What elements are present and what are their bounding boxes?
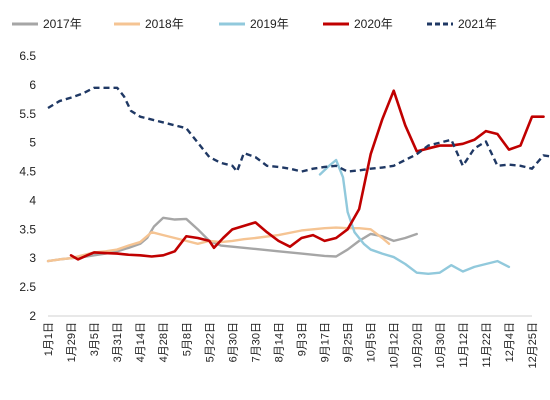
x-tick-label: 11月22日: [481, 322, 493, 368]
x-tick-label: 10月20日: [412, 322, 424, 368]
x-tick-label: 9月17日: [320, 322, 332, 362]
x-tick-label: 9月25日: [343, 322, 355, 362]
legend-item: 2018年: [114, 17, 184, 31]
x-tick-label: 4月14日: [135, 322, 147, 362]
series-line-2020: [69, 89, 545, 261]
y-tick-label: 2.5: [19, 280, 36, 294]
x-tick-label: 3月31日: [112, 322, 124, 362]
y-tick-label: 3.5: [19, 222, 36, 236]
legend-item: 2019年: [219, 17, 289, 31]
series-lines: [46, 86, 550, 276]
x-tick-label: 3月5日: [89, 322, 101, 356]
y-tick-label: 3: [29, 251, 36, 265]
x-tick-label: 10月30日: [435, 322, 447, 368]
x-tick-label: 7月30日: [250, 322, 262, 362]
x-tick-label: 8月14日: [273, 322, 285, 362]
x-tick-label: 5月22日: [204, 322, 216, 362]
x-tick-label: 12月25日: [527, 322, 539, 368]
y-tick-label: 4.5: [19, 165, 36, 179]
x-tick-label: 1月29日: [66, 322, 78, 362]
x-tick-label: 9月3日: [297, 322, 309, 356]
series-line-2019: [318, 158, 511, 276]
x-tick-label: 6月30日: [227, 322, 239, 362]
x-tick-label: 10月12日: [389, 322, 401, 368]
y-tick-label: 5.5: [19, 107, 36, 121]
legend-label: 2021年: [458, 17, 497, 31]
x-tick-label: 5月8日: [181, 322, 193, 356]
legend: 2017年 2018年 2019年 2020年 2021年: [12, 17, 497, 31]
legend-item: 2017年: [12, 17, 82, 31]
axes: 2 2.5 3 3.5 4 4.5 5 5.5 6 6.5 1月1日 1月29日 3月5日 3月31日 4月…: [19, 49, 539, 368]
legend-label: 2020年: [354, 17, 393, 31]
x-tick-label: 4月28日: [158, 322, 170, 362]
legend-label: 2018年: [145, 17, 184, 31]
legend-label: 2017年: [43, 17, 82, 31]
x-tick-label: 1月1日: [43, 322, 55, 356]
x-tick-label: 10月5日: [366, 322, 378, 362]
series-line-2021: [47, 86, 550, 173]
legend-item: 2021年: [427, 17, 497, 31]
y-tick-label: 6: [29, 78, 36, 92]
y-tick-label: 5: [29, 136, 36, 150]
legend-item: 2020年: [323, 17, 393, 31]
x-tick-label: 12月4日: [504, 322, 516, 362]
y-tick-label: 2: [29, 309, 36, 323]
legend-label: 2019年: [250, 17, 289, 31]
y-tick-label: 4: [29, 193, 36, 207]
y-tick-label: 6.5: [19, 49, 36, 63]
x-tick-label: 11月12日: [458, 322, 470, 368]
